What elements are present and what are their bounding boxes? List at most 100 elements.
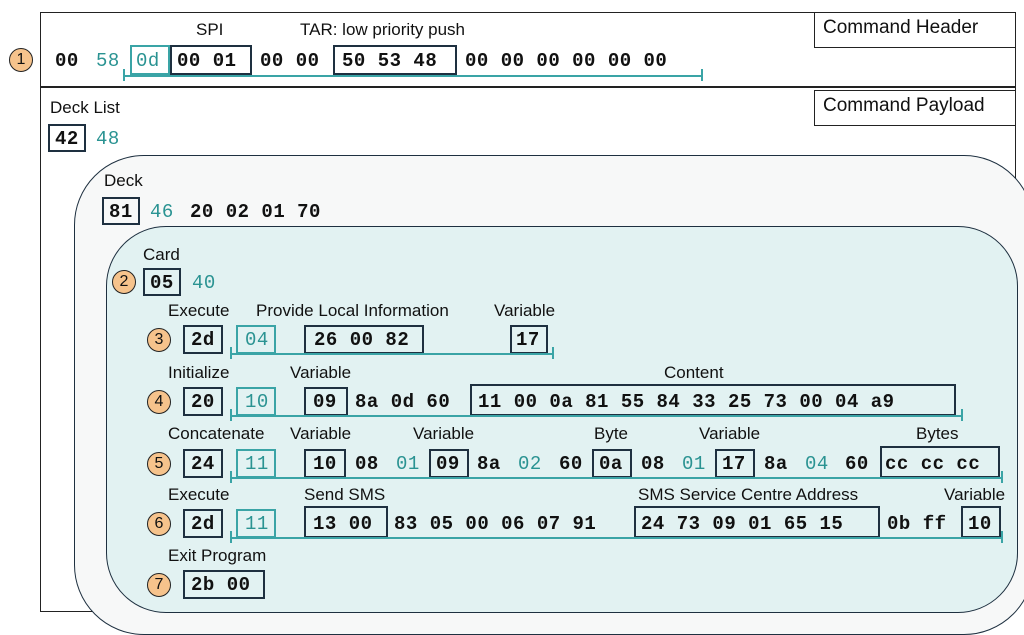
execute2-tail-bytes: 0b ff bbox=[887, 513, 947, 535]
smsc-label: SMS Service Centre Address bbox=[638, 485, 859, 504]
execute2-length: 11 bbox=[245, 513, 269, 535]
execute1-variable-byte: 17 bbox=[516, 329, 540, 351]
initialize-variable-tag: 09 bbox=[313, 391, 337, 413]
step-badge-1: 1 bbox=[9, 48, 33, 72]
initialize-label: Initialize bbox=[168, 363, 230, 382]
initialize-tick-left bbox=[230, 409, 232, 421]
deck-list-tag-box bbox=[48, 124, 86, 152]
concatenate-length: 11 bbox=[245, 453, 269, 475]
header-length-box bbox=[130, 45, 170, 75]
pli-bytes: 26 00 82 bbox=[314, 329, 410, 351]
execute2-tag-box bbox=[183, 509, 223, 538]
deck-data: 20 02 01 70 bbox=[190, 201, 321, 223]
spi-bytes: 00 01 bbox=[177, 50, 237, 72]
deck-label: Deck bbox=[104, 171, 143, 190]
concat-m4: 08 bbox=[641, 453, 665, 475]
deck-tag: 81 bbox=[109, 201, 133, 223]
concat-byte-label: Byte bbox=[594, 424, 629, 443]
execute1-tag-box bbox=[183, 325, 223, 354]
concat-var3: 17 bbox=[722, 453, 746, 475]
spi-box bbox=[170, 45, 252, 75]
step-badge-6: 6 bbox=[147, 512, 171, 536]
send-sms-bytes: 13 00 bbox=[313, 513, 373, 535]
initialize-variable-label: Variable bbox=[290, 363, 352, 382]
step-badge-4: 4 bbox=[147, 390, 171, 414]
card-container bbox=[106, 226, 1018, 613]
initialize-mid-bytes: 8a 0d 60 bbox=[355, 391, 451, 413]
concat-bytes-label: Bytes bbox=[916, 424, 959, 443]
spi-label: SPI bbox=[196, 20, 224, 39]
header-span-tick-left bbox=[123, 69, 125, 81]
exit-program-label: Exit Program bbox=[168, 546, 267, 565]
concat-variable-label-1: Variable bbox=[290, 424, 352, 443]
concat-var1: 10 bbox=[313, 453, 337, 475]
deck-list-length: 48 bbox=[96, 128, 120, 150]
exit-program-bytes: 2b 00 bbox=[191, 574, 251, 596]
initialize-tick-right bbox=[961, 409, 963, 421]
header-divider bbox=[40, 86, 1016, 88]
execute-label-2: Execute bbox=[168, 485, 230, 504]
concat-m1: 08 bbox=[355, 453, 379, 475]
concat-l1: 01 bbox=[396, 453, 420, 475]
concatenate-tick-left bbox=[230, 471, 232, 483]
concat-m6: 60 bbox=[845, 453, 869, 475]
smsc-bytes: 24 73 09 01 65 15 bbox=[641, 513, 844, 535]
execute2-span-rail bbox=[231, 537, 1003, 539]
initialize-length: 10 bbox=[245, 391, 269, 413]
tar-label: TAR: low priority push bbox=[300, 20, 466, 39]
concat-m3: 60 bbox=[559, 453, 583, 475]
concatenate-tag-box bbox=[183, 449, 223, 478]
execute2-mid-bytes: 83 05 00 06 07 91 bbox=[394, 513, 597, 535]
card-tag-box bbox=[143, 268, 181, 296]
concatenate-tick-right bbox=[1001, 471, 1003, 483]
execute1-length: 04 bbox=[245, 329, 269, 351]
concat-bytes: cc cc cc bbox=[885, 453, 981, 475]
header-trailing-bytes: 00 00 00 00 00 00 bbox=[465, 50, 668, 72]
concat-byte: 0a bbox=[599, 453, 623, 475]
exit-program-box bbox=[183, 570, 265, 599]
card-tag: 05 bbox=[150, 272, 174, 294]
command-payload-title: Command Payload bbox=[814, 90, 1016, 126]
header-byte-00: 00 bbox=[55, 50, 79, 72]
concat-variable-label-3: Variable bbox=[699, 424, 761, 443]
tar-box bbox=[333, 45, 457, 75]
concat-l3: 01 bbox=[682, 453, 706, 475]
header-bytes-0000: 00 00 bbox=[260, 50, 320, 72]
concatenate-tag: 24 bbox=[191, 453, 215, 475]
deck-length: 46 bbox=[150, 201, 174, 223]
execute2-tag: 2d bbox=[191, 513, 215, 535]
step-badge-5: 5 bbox=[147, 452, 171, 476]
card-length: 40 bbox=[192, 272, 216, 294]
step-badge-2: 2 bbox=[112, 270, 136, 294]
deck-list-tag: 42 bbox=[55, 128, 79, 150]
execute1-tick-left bbox=[230, 347, 232, 359]
step-badge-7: 7 bbox=[147, 573, 171, 597]
header-byte-58: 58 bbox=[96, 50, 120, 72]
concat-var2: 09 bbox=[436, 453, 460, 475]
header-span-tick-right bbox=[701, 69, 703, 81]
header-span-rail bbox=[124, 75, 703, 77]
concat-m5: 8a bbox=[764, 453, 788, 475]
concatenate-span-rail bbox=[231, 477, 1003, 479]
command-header-title: Command Header bbox=[814, 12, 1016, 48]
execute-label-1: Execute bbox=[168, 301, 230, 320]
initialize-tag: 20 bbox=[191, 391, 215, 413]
deck-tag-box bbox=[102, 197, 140, 225]
send-sms-label: Send SMS bbox=[304, 485, 386, 504]
concat-m2: 8a bbox=[477, 453, 501, 475]
execute1-tag: 2d bbox=[191, 329, 215, 351]
deck-list-label: Deck List bbox=[50, 98, 120, 117]
execute1-span-rail bbox=[231, 353, 554, 355]
pli-label: Provide Local Information bbox=[256, 301, 449, 320]
execute1-variable-label: Variable bbox=[494, 301, 556, 320]
content-label: Content bbox=[664, 363, 724, 382]
execute2-tick-left bbox=[230, 531, 232, 543]
concat-l4: 04 bbox=[805, 453, 829, 475]
content-bytes: 11 00 0a 81 55 84 33 25 73 00 04 a9 bbox=[478, 391, 895, 413]
execute1-tick-right bbox=[552, 347, 554, 359]
execute2-tick-right bbox=[1001, 531, 1003, 543]
tar-bytes: 50 53 48 bbox=[342, 50, 438, 72]
concat-variable-label-2: Variable bbox=[413, 424, 475, 443]
execute2-variable-byte: 10 bbox=[968, 513, 992, 535]
card-label: Card bbox=[143, 245, 180, 264]
